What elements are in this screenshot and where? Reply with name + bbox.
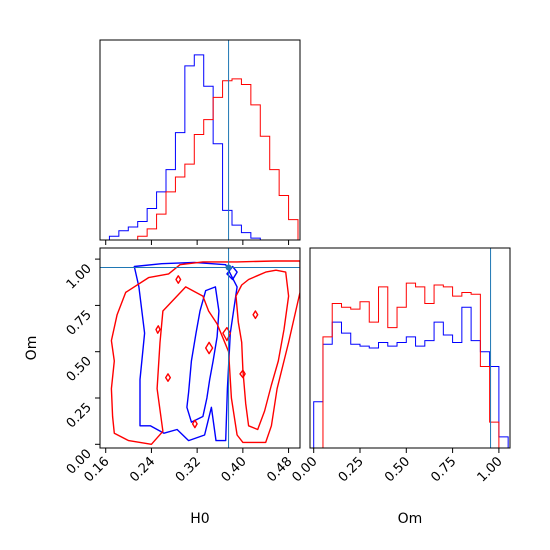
om-hist-blue (313, 306, 509, 448)
contour-red-inner-6 (155, 325, 161, 334)
truth-marker (225, 264, 232, 271)
contour-red-inner-10 (239, 369, 246, 379)
om-y-tick-label-2: 0.50 (64, 354, 95, 385)
om-y-tick-label-4: 1.00 (64, 261, 95, 292)
y-axis-label-om: Om (24, 336, 40, 361)
h0-hist-blue (100, 54, 298, 240)
om-tick-label-1: 0.25 (336, 454, 367, 485)
om-y-tick-label-3: 0.75 (64, 308, 95, 339)
om-hist-red (313, 282, 509, 448)
contour-red-inner-7 (191, 419, 198, 429)
om-tick-label-4: 1.00 (475, 454, 506, 485)
x-axis-label-h0: H0 (190, 511, 209, 527)
contour-red-inner-11 (165, 373, 171, 382)
contour-red-inner-8 (175, 275, 182, 284)
h0-hist-red (100, 78, 299, 240)
h0-om-contour-panel: 0.16 0.24 0.32 0.40 0.480.000.250.500.751.00 (64, 247, 301, 485)
om-hist-frame (309, 247, 511, 449)
contour-blue-outer-0 (133, 261, 238, 442)
contour-blue-inner-1 (186, 286, 220, 423)
contour-frame (99, 247, 301, 449)
h0-tick-label-3: 0.40 (219, 454, 250, 485)
contour-red-inner-4 (235, 269, 290, 431)
om-tick-label-0: 0.00 (289, 454, 320, 485)
x-axis-label-om: Om (398, 511, 423, 527)
h0-histogram-panel (99, 39, 301, 245)
contour-red-outer-3 (110, 260, 300, 445)
om-tick-label-2: 0.50 (382, 454, 413, 485)
axis-labels: H0 Om Om (24, 336, 422, 527)
h0-hist-frame (99, 39, 301, 241)
contour-red-inner-5 (222, 326, 231, 342)
om-y-tick-label-1: 0.25 (64, 400, 95, 431)
contour-red-inner-9 (205, 341, 214, 355)
h0-tick-label-1: 0.24 (127, 454, 158, 485)
contour-red-inner-12 (252, 310, 259, 320)
om-histogram-panel: 0.00 0.25 0.50 0.75 1.00 (289, 247, 511, 485)
h0-tick-label-2: 0.32 (173, 454, 204, 485)
h0-tick-label-4: 0.48 (264, 454, 295, 485)
om-tick-label-3: 0.75 (428, 454, 459, 485)
